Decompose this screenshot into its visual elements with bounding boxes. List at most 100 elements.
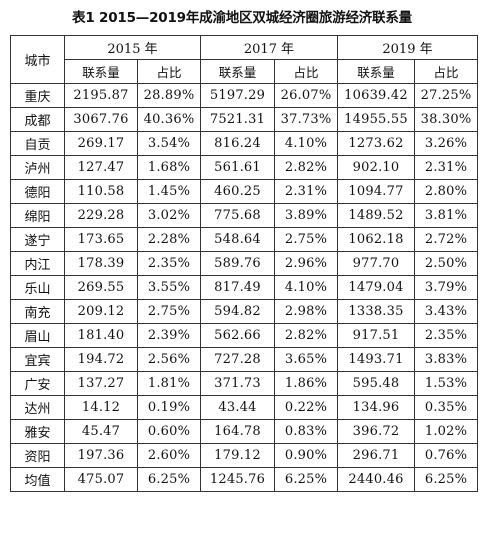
share-2019-cell: 3.79% xyxy=(414,275,478,300)
volume-2019-cell: 1062.18 xyxy=(337,227,415,252)
volume-2017-cell: 179.12 xyxy=(200,443,275,468)
city-cell: 眉山 xyxy=(10,323,65,348)
volume-2019-cell: 14955.55 xyxy=(337,107,415,132)
volume-2015-cell: 209.12 xyxy=(64,299,138,324)
table-row: 自贡 269.17 3.54% 816.24 4.10% 1273.62 3.26% xyxy=(10,131,478,156)
share-2019-cell: 38.30% xyxy=(414,107,478,132)
city-cell: 资阳 xyxy=(10,443,65,468)
table-caption: 表1 2015—2019年成渝地区双城经济圈旅游经济联系量 xyxy=(72,10,412,26)
city-cell: 重庆 xyxy=(10,83,65,108)
city-cell: 泸州 xyxy=(10,155,65,180)
volume-2017-cell: 561.61 xyxy=(200,155,275,180)
volume-2019-cell: 296.71 xyxy=(337,443,415,468)
data-table: 城市 2015 年 2017 年 2019 年 联系量 占比 联系量 占比 联系… xyxy=(10,35,478,492)
table-row: 雅安 45.47 0.60% 164.78 0.83% 396.72 1.02% xyxy=(10,419,478,444)
city-cell: 达州 xyxy=(10,395,65,420)
volume-2015-cell: 2195.87 xyxy=(64,83,138,108)
table-row: 乐山 269.55 3.55% 817.49 4.10% 1479.04 3.79% xyxy=(10,275,478,300)
volume-2015-cell: 181.40 xyxy=(64,323,138,348)
share-2019-cell: 3.26% xyxy=(414,131,478,156)
volume-2015-cell: 475.07 xyxy=(64,467,138,492)
volume-2017-cell: 589.76 xyxy=(200,251,275,276)
share-2015-cell: 1.81% xyxy=(137,371,201,396)
share-2017-cell: 2.31% xyxy=(274,179,338,204)
volume-2017-cell: 164.78 xyxy=(200,419,275,444)
share-2019-cell: 2.50% xyxy=(414,251,478,276)
share-2019-cell: 1.53% xyxy=(414,371,478,396)
sub-header-volume-2015: 联系量 xyxy=(64,59,138,84)
volume-2015-cell: 269.17 xyxy=(64,131,138,156)
share-2019-cell: 2.31% xyxy=(414,155,478,180)
share-2015-cell: 3.54% xyxy=(137,131,201,156)
year-header-2017: 2017 年 xyxy=(200,35,338,60)
share-2015-cell: 1.68% xyxy=(137,155,201,180)
share-2019-cell: 3.43% xyxy=(414,299,478,324)
share-2015-cell: 6.25% xyxy=(137,467,201,492)
share-2017-cell: 3.89% xyxy=(274,203,338,228)
volume-2015-cell: 173.65 xyxy=(64,227,138,252)
volume-2019-cell: 134.96 xyxy=(337,395,415,420)
volume-2019-cell: 1493.71 xyxy=(337,347,415,372)
volume-2017-cell: 594.82 xyxy=(200,299,275,324)
table-row: 成都 3067.76 40.36% 7521.31 37.73% 14955.55 38.3… xyxy=(10,107,478,132)
table-row: 达州 14.12 0.19% 43.44 0.22% 134.96 0.35% xyxy=(10,395,478,420)
volume-2017-cell: 460.25 xyxy=(200,179,275,204)
volume-2015-cell: 197.36 xyxy=(64,443,138,468)
share-2015-cell: 2.28% xyxy=(137,227,201,252)
volume-2019-cell: 595.48 xyxy=(337,371,415,396)
share-2017-cell: 2.98% xyxy=(274,299,338,324)
volume-2019-cell: 977.70 xyxy=(337,251,415,276)
share-2019-cell: 2.72% xyxy=(414,227,478,252)
sub-header-volume-2019: 联系量 xyxy=(337,59,415,84)
table-row: 内江 178.39 2.35% 589.76 2.96% 977.70 2.50% xyxy=(10,251,478,276)
header-sub-row: 联系量 占比 联系量 占比 联系量 占比 xyxy=(11,59,478,84)
share-2017-cell: 0.22% xyxy=(274,395,338,420)
share-2017-cell: 1.86% xyxy=(274,371,338,396)
share-2015-cell: 3.55% xyxy=(137,275,201,300)
volume-2015-cell: 45.47 xyxy=(64,419,138,444)
table-row: 重庆 2195.87 28.89% 5197.29 26.07% 10639.42 27.2… xyxy=(10,83,478,108)
share-2019-cell: 3.81% xyxy=(414,203,478,228)
table-row: 均值 475.07 6.25% 1245.76 6.25% 2440.46 6.25% xyxy=(10,467,478,492)
volume-2019-cell: 1489.52 xyxy=(337,203,415,228)
sub-header-volume-2017: 联系量 xyxy=(200,59,275,84)
volume-2015-cell: 3067.76 xyxy=(64,107,138,132)
city-column-header: 城市 xyxy=(10,35,65,84)
volume-2017-cell: 816.24 xyxy=(200,131,275,156)
share-2017-cell: 37.73% xyxy=(274,107,338,132)
table-row: 资阳 197.36 2.60% 179.12 0.90% 296.71 0.76% xyxy=(10,443,478,468)
table-row: 德阳 110.58 1.45% 460.25 2.31% 1094.77 2.80% xyxy=(10,179,478,204)
share-2017-cell: 4.10% xyxy=(274,131,338,156)
city-cell: 德阳 xyxy=(10,179,65,204)
share-2017-cell: 26.07% xyxy=(274,83,338,108)
volume-2015-cell: 127.47 xyxy=(64,155,138,180)
volume-2017-cell: 548.64 xyxy=(200,227,275,252)
city-cell: 自贡 xyxy=(10,131,65,156)
share-2015-cell: 2.56% xyxy=(137,347,201,372)
volume-2017-cell: 1245.76 xyxy=(200,467,275,492)
share-2019-cell: 6.25% xyxy=(414,467,478,492)
city-cell: 宜宾 xyxy=(10,347,65,372)
city-cell: 乐山 xyxy=(10,275,65,300)
share-2017-cell: 0.83% xyxy=(274,419,338,444)
city-cell: 绵阳 xyxy=(10,203,65,228)
city-cell: 成都 xyxy=(10,107,65,132)
share-2015-cell: 28.89% xyxy=(137,83,201,108)
volume-2017-cell: 5197.29 xyxy=(200,83,275,108)
volume-2015-cell: 269.55 xyxy=(64,275,138,300)
volume-2019-cell: 1094.77 xyxy=(337,179,415,204)
share-2015-cell: 0.19% xyxy=(137,395,201,420)
table-row: 泸州 127.47 1.68% 561.61 2.82% 902.10 2.31% xyxy=(10,155,478,180)
volume-2019-cell: 10639.42 xyxy=(337,83,415,108)
volume-2017-cell: 43.44 xyxy=(200,395,275,420)
table-body: 重庆 2195.87 28.89% 5197.29 26.07% 10639.42 27.2… xyxy=(10,83,478,492)
volume-2019-cell: 917.51 xyxy=(337,323,415,348)
year-header-2019: 2019 年 xyxy=(337,35,478,60)
share-2015-cell: 40.36% xyxy=(137,107,201,132)
city-cell: 南充 xyxy=(10,299,65,324)
share-2015-cell: 2.60% xyxy=(137,443,201,468)
share-2015-cell: 2.35% xyxy=(137,251,201,276)
share-2015-cell: 3.02% xyxy=(137,203,201,228)
table-row: 南充 209.12 2.75% 594.82 2.98% 1338.35 3.43% xyxy=(10,299,478,324)
volume-2015-cell: 178.39 xyxy=(64,251,138,276)
